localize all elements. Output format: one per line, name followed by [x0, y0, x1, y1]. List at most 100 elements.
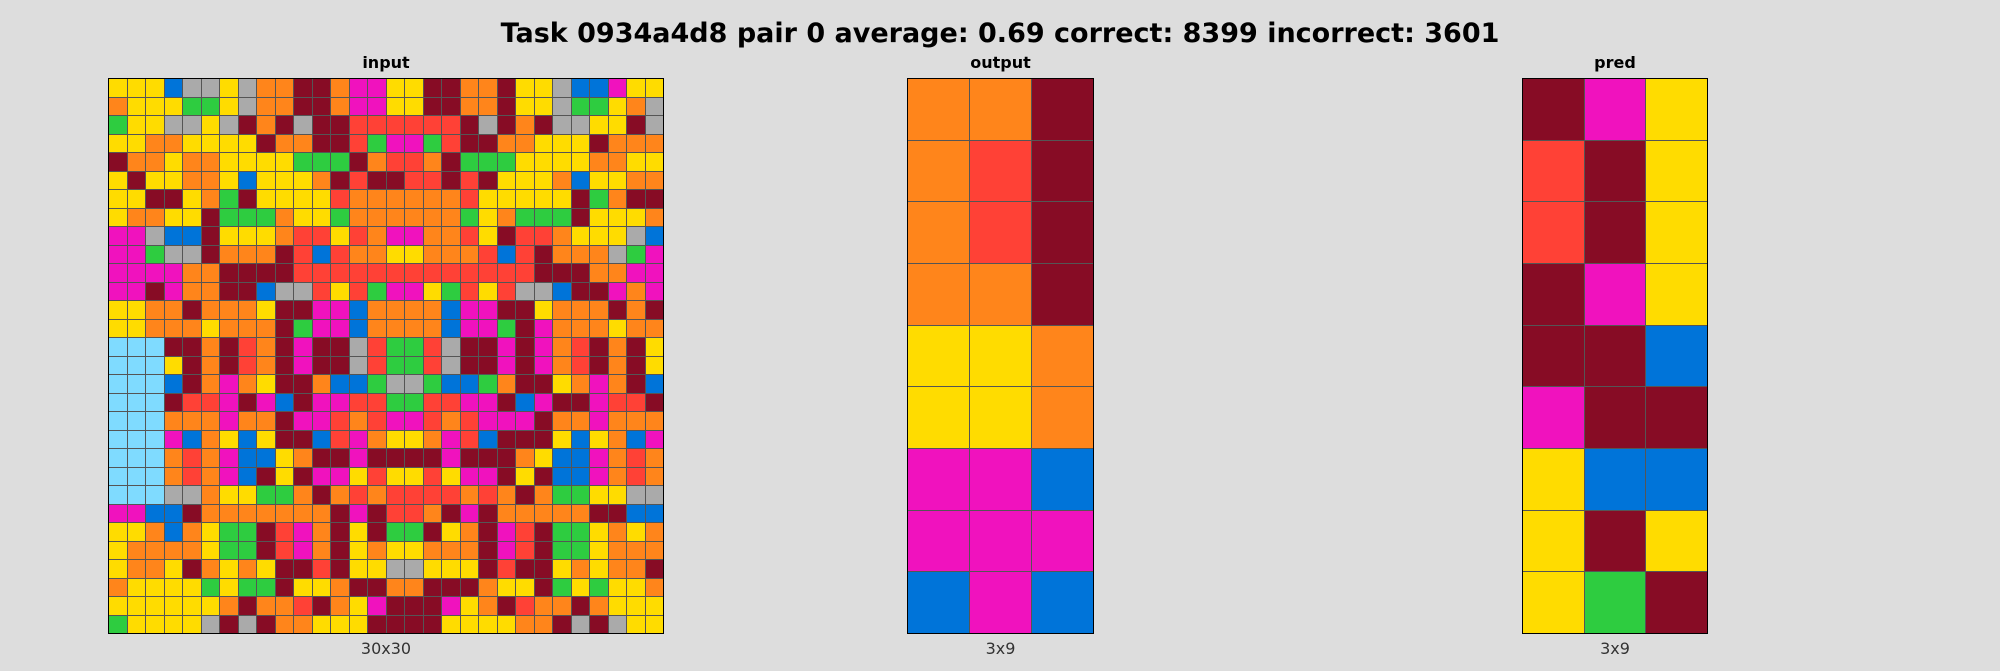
grid-cell: [460, 541, 478, 559]
grid-cell: [1032, 510, 1093, 572]
grid-cell: [127, 430, 145, 448]
grid-cell: [220, 134, 238, 152]
grid-cell: [423, 541, 441, 559]
grid-cell: [645, 541, 663, 559]
grid-cell: [590, 467, 608, 485]
grid-cell: [183, 560, 201, 578]
grid-cell: [201, 449, 219, 467]
grid-cell: [1584, 79, 1646, 140]
grid-cell: [645, 301, 663, 319]
grid-cell: [534, 171, 552, 189]
grid-cell: [645, 319, 663, 337]
grid-cell: [349, 97, 367, 115]
grid-cell: [275, 560, 293, 578]
grid-cell: [1032, 387, 1093, 448]
grid-cell: [442, 467, 460, 485]
grid-cell: [460, 467, 478, 485]
grid-cell: [220, 227, 238, 245]
grid-cell: [146, 208, 164, 226]
grid-cell: [571, 523, 589, 541]
grid-cell: [627, 504, 645, 522]
grid-cell: [294, 393, 312, 411]
grid-cell: [479, 97, 497, 115]
grid-cell: [238, 523, 256, 541]
grid-cell: [442, 171, 460, 189]
grid-cell: [516, 208, 534, 226]
grid-cell: [534, 97, 552, 115]
grid-cell: [405, 375, 423, 393]
grid-cell: [405, 356, 423, 374]
grid-cell: [571, 264, 589, 282]
grid-cell: [571, 430, 589, 448]
input-panel-title: input: [362, 53, 410, 72]
grid-cell: [164, 264, 182, 282]
grid-cell: [516, 227, 534, 245]
grid-cell: [257, 227, 275, 245]
grid-cell: [368, 97, 386, 115]
grid-cell: [312, 190, 330, 208]
grid-cell: [460, 504, 478, 522]
grid-cell: [220, 190, 238, 208]
grid-cell: [1523, 264, 1584, 325]
grid-cell: [146, 153, 164, 171]
grid-cell: [109, 134, 127, 152]
grid-cell: [479, 171, 497, 189]
grid-cell: [220, 412, 238, 430]
grid-cell: [479, 338, 497, 356]
grid-cell: [627, 393, 645, 411]
grid-cell: [423, 97, 441, 115]
grid-cell: [368, 190, 386, 208]
grid-cell: [460, 338, 478, 356]
grid-cell: [201, 319, 219, 337]
grid-cell: [238, 578, 256, 596]
grid-cell: [164, 190, 182, 208]
grid-cell: [423, 375, 441, 393]
grid-cell: [479, 467, 497, 485]
grid-cell: [386, 560, 404, 578]
grid-cell: [368, 282, 386, 300]
grid-cell: [331, 227, 349, 245]
grid-cell: [1646, 387, 1707, 448]
grid-cell: [460, 578, 478, 596]
grid-cell: [294, 412, 312, 430]
grid-cell: [590, 356, 608, 374]
grid-cell: [460, 560, 478, 578]
grid-cell: [571, 153, 589, 171]
grid-cell: [257, 467, 275, 485]
grid-cell: [479, 134, 497, 152]
grid-cell: [645, 467, 663, 485]
grid-cell: [571, 338, 589, 356]
grid-cell: [257, 560, 275, 578]
grid-cell: [164, 449, 182, 467]
grid-cell: [331, 319, 349, 337]
grid-cell: [109, 615, 127, 633]
grid-cell: [349, 486, 367, 504]
grid-cell: [164, 504, 182, 522]
grid-cell: [534, 282, 552, 300]
grid-cell: [201, 430, 219, 448]
grid-cell: [257, 449, 275, 467]
grid-cell: [1584, 387, 1646, 448]
grid-cell: [442, 597, 460, 615]
grid-cell: [220, 356, 238, 374]
input-size-label: 30x30: [360, 639, 412, 658]
grid-cell: [275, 338, 293, 356]
grid-cell: [331, 375, 349, 393]
grid-cell: [479, 560, 497, 578]
grid-cell: [127, 97, 145, 115]
grid-cell: [183, 227, 201, 245]
grid-cell: [590, 301, 608, 319]
grid-cell: [553, 504, 571, 522]
grid-cell: [460, 486, 478, 504]
grid-cell: [479, 282, 497, 300]
grid-cell: [442, 356, 460, 374]
grid-cell: [645, 171, 663, 189]
grid-cell: [516, 190, 534, 208]
grid-cell: [534, 449, 552, 467]
grid-cell: [460, 208, 478, 226]
grid-cell: [146, 504, 164, 522]
grid-cell: [127, 245, 145, 263]
grid-cell: [146, 597, 164, 615]
grid-cell: [590, 560, 608, 578]
grid-cell: [275, 597, 293, 615]
